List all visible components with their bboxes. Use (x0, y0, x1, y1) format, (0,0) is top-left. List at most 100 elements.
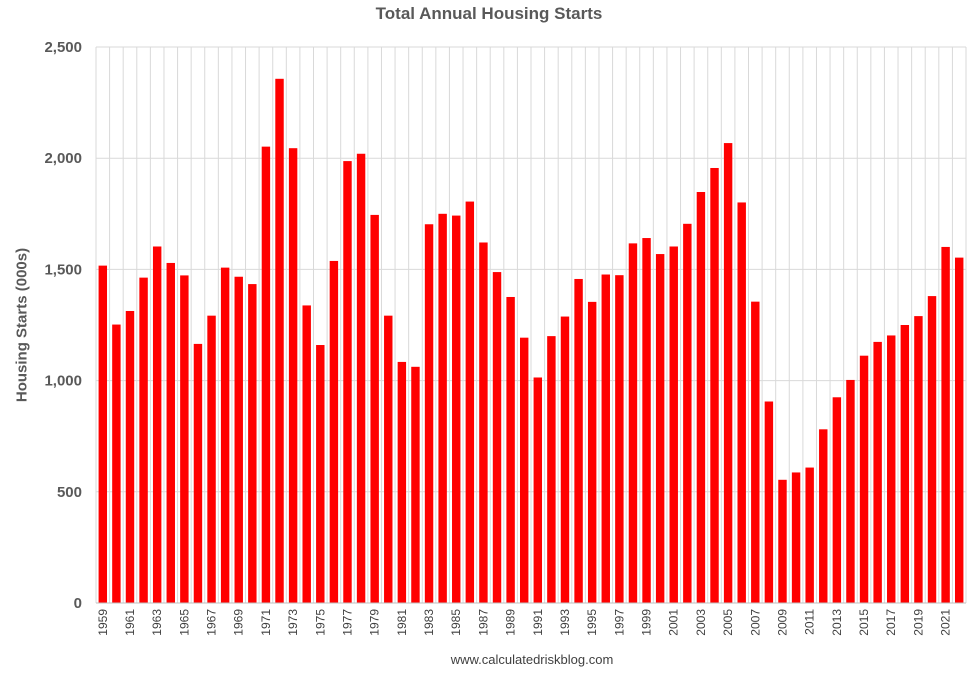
bar-2018 (900, 325, 910, 603)
y-tick-label: 2,000 (44, 150, 82, 167)
bar-2001 (669, 246, 678, 603)
bar-1991 (533, 377, 543, 603)
y-tick-label: 1,000 (44, 373, 82, 390)
bar-1964 (166, 262, 175, 603)
x-tick-label: 2015 (857, 609, 871, 636)
bar-chart: 0 500 1,000 1,500 2,000 2,500 1959 1961 1963 1965… (44, 39, 967, 636)
bar-1967 (207, 315, 216, 603)
x-tick-label: 1971 (259, 609, 273, 636)
bar-1990 (519, 337, 529, 603)
bar-1966 (193, 343, 203, 603)
bar-2008 (764, 401, 774, 603)
x-tick-label: 1987 (476, 609, 490, 636)
bar-1994 (574, 278, 583, 603)
bar-1979 (370, 214, 379, 604)
x-tick-label: 1985 (449, 609, 463, 636)
bar-2006 (737, 202, 746, 604)
bar-1998 (628, 243, 638, 603)
bar-1973 (288, 148, 298, 603)
bar-1976 (329, 260, 339, 603)
bar-2012 (819, 429, 828, 603)
x-tick-label: 2005 (721, 609, 735, 636)
bar-2002 (683, 223, 692, 604)
x-tick-label: 1983 (422, 609, 436, 636)
bar-1981 (397, 361, 407, 603)
bar-2009 (778, 479, 787, 603)
x-tick-label: 1977 (340, 609, 354, 636)
x-tick-label: 1981 (395, 609, 409, 636)
bar-2011 (805, 467, 814, 603)
bar-2000 (655, 254, 665, 604)
bar-1975 (316, 345, 325, 603)
x-tick-label: 2007 (748, 609, 762, 636)
bar-1996 (601, 274, 610, 603)
footer-source: www.calculatedriskblog.com (450, 652, 614, 667)
bar-2019 (914, 316, 923, 603)
x-tick-label: 1993 (558, 609, 572, 636)
x-tick-label: 1969 (232, 609, 246, 636)
x-tick-label: 1999 (640, 609, 654, 636)
x-tick-label: 1997 (612, 609, 626, 636)
bar-1984 (438, 213, 447, 604)
bar-1977 (343, 161, 352, 604)
bar-2004 (710, 167, 719, 603)
bar-1965 (180, 275, 189, 603)
bar-2017 (887, 335, 896, 603)
y-tick-label: 0 (74, 595, 82, 612)
x-tick-label: 2003 (694, 609, 708, 636)
x-tick-label: 2009 (775, 609, 789, 636)
x-tick-label: 2019 (911, 609, 925, 636)
x-tick-label: 2011 (803, 609, 817, 635)
x-tick-label: 1963 (150, 609, 164, 636)
x-tick-label: 1979 (368, 609, 382, 636)
bar-2007 (751, 301, 760, 603)
bar-1992 (547, 336, 556, 603)
bar-1961 (125, 310, 135, 603)
bar-1962 (139, 277, 148, 603)
bar-1970 (248, 284, 257, 603)
x-tick-label: 2001 (667, 609, 681, 636)
bar-2022 (954, 257, 964, 603)
bar-1995 (587, 301, 597, 603)
bar-2014 (846, 379, 855, 603)
bar-1985 (452, 215, 461, 603)
bar-1989 (506, 296, 515, 603)
x-tick-label: 1995 (585, 609, 599, 636)
bar-1988 (492, 272, 502, 603)
chart-title: Total Annual Housing Starts (375, 4, 603, 23)
bar-1969 (234, 276, 243, 603)
bar-2021 (941, 246, 950, 603)
bar-1983 (424, 224, 434, 603)
bar-1999 (642, 238, 651, 603)
bar-1980 (384, 315, 393, 603)
x-tick-label: 1959 (96, 609, 110, 636)
bar-1971 (261, 146, 271, 603)
x-tick-label: 1991 (531, 609, 545, 636)
bar-1986 (465, 201, 475, 603)
bar-2020 (927, 296, 937, 603)
x-tick-label: 1973 (286, 609, 300, 636)
bar-1993 (560, 316, 570, 603)
x-tick-label: 1967 (205, 609, 219, 636)
bar-1960 (112, 324, 121, 603)
x-tick-label: 2013 (830, 609, 844, 636)
bar-1982 (411, 366, 420, 603)
bar-1987 (479, 242, 488, 603)
bar-2015 (859, 355, 869, 603)
bar-2005 (723, 143, 733, 604)
x-tick-label: 2017 (884, 609, 898, 636)
x-tick-label: 1989 (504, 609, 518, 636)
x-tick-label: 2021 (939, 609, 953, 636)
bar-2016 (873, 341, 882, 603)
bar-1978 (356, 153, 366, 603)
y-tick-label: 1,500 (44, 261, 82, 278)
bar-1972 (275, 78, 284, 603)
y-tick-label: 2,500 (44, 39, 82, 56)
bar-2003 (696, 192, 706, 603)
x-tick-label: 1961 (123, 609, 137, 636)
bar-1968 (220, 267, 230, 603)
bar-1959 (98, 265, 108, 603)
bar-1963 (152, 246, 162, 603)
y-tick-label: 500 (57, 484, 82, 501)
x-tick-label: 1965 (177, 609, 191, 636)
